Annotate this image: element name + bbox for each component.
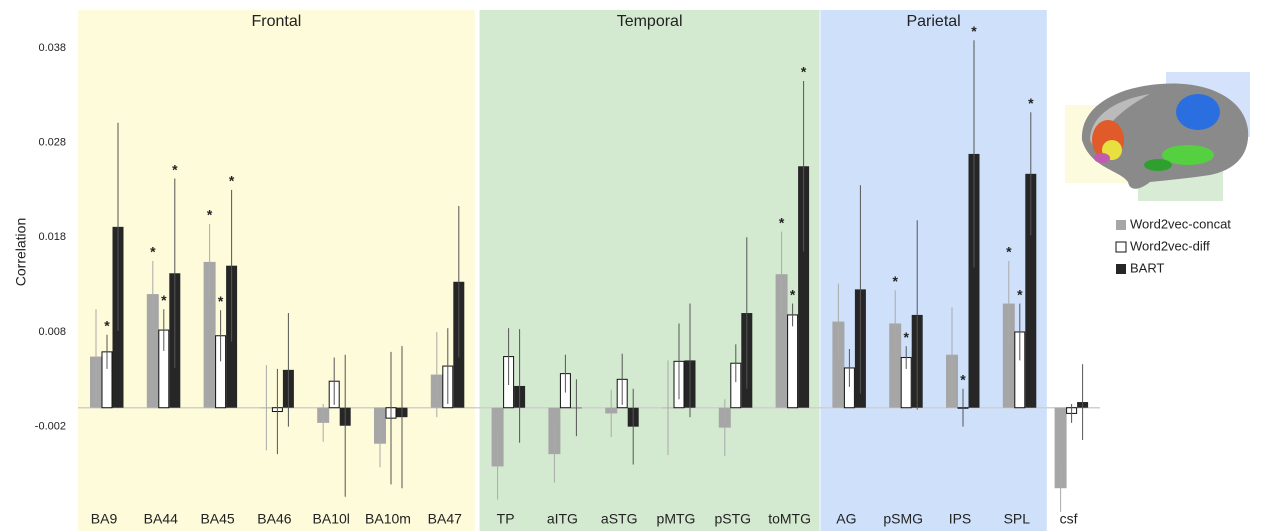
significance-star: *	[104, 318, 110, 334]
x-tick-label: IPS	[949, 511, 972, 527]
y-tick-label: 0.038	[38, 42, 66, 54]
chart: Correlation Frontal Temporal Parietal -0.00…	[0, 0, 1261, 531]
significance-star: *	[1006, 244, 1012, 260]
x-tick-label: aSTG	[601, 511, 638, 527]
significance-star: *	[229, 173, 235, 189]
x-tick-label: TP	[497, 511, 515, 527]
significance-star: *	[892, 273, 898, 289]
y-axis-label: Correlation	[13, 218, 29, 286]
brain-illustration	[1065, 72, 1250, 201]
legend-label: BART	[1130, 260, 1164, 275]
region-panel	[480, 10, 820, 531]
x-tick-label: BA45	[200, 511, 234, 527]
significance-star: *	[207, 207, 213, 223]
significance-star: *	[790, 286, 796, 302]
legend-swatch	[1116, 264, 1126, 274]
significance-star: *	[150, 244, 156, 260]
significance-star: *	[172, 161, 178, 177]
legend-label: Word2vec-concat	[1130, 216, 1231, 231]
legend-swatch	[1116, 220, 1126, 230]
background	[78, 10, 1047, 531]
significance-star: *	[1028, 95, 1034, 111]
significance-star: *	[903, 329, 909, 345]
significance-star: *	[779, 214, 785, 230]
x-tick-label: BA44	[144, 511, 178, 527]
x-tick-label: AG	[836, 511, 856, 527]
x-tick-label: BA10l	[313, 511, 350, 527]
y-tick-label: -0.002	[35, 421, 66, 433]
x-tick-label: BA9	[91, 511, 118, 527]
x-tick-label: csf	[1060, 511, 1078, 527]
bar	[788, 315, 798, 408]
y-tick-label: 0.018	[38, 231, 66, 243]
region-panel	[78, 10, 475, 531]
significance-star: *	[960, 371, 966, 387]
region-label: Temporal	[617, 13, 683, 30]
x-tick-label: BA47	[428, 511, 462, 527]
x-tick-label: BA46	[257, 511, 291, 527]
region-label: Parietal	[906, 13, 960, 30]
significance-star: *	[1017, 286, 1023, 302]
region-panel	[820, 10, 1046, 531]
significance-star: *	[161, 292, 167, 308]
x-tick-label: pSMG	[883, 511, 923, 527]
x-tick-label: BA10m	[365, 511, 411, 527]
region-label: Frontal	[252, 13, 302, 30]
significance-star: *	[218, 293, 224, 309]
x-tick-label: pSTG	[715, 511, 752, 527]
significance-star: *	[801, 64, 807, 80]
legend-swatch	[1116, 242, 1126, 252]
x-tick-label: aITG	[547, 511, 578, 527]
legend-label: Word2vec-diff	[1130, 238, 1210, 253]
y-tick-label: 0.008	[38, 326, 66, 338]
significance-star: *	[971, 23, 977, 39]
x-tick-label: SPL	[1004, 511, 1031, 527]
x-tick-label: toMTG	[768, 511, 811, 527]
y-tick-label: 0.028	[38, 136, 66, 148]
x-tick-label: pMTG	[657, 511, 696, 527]
